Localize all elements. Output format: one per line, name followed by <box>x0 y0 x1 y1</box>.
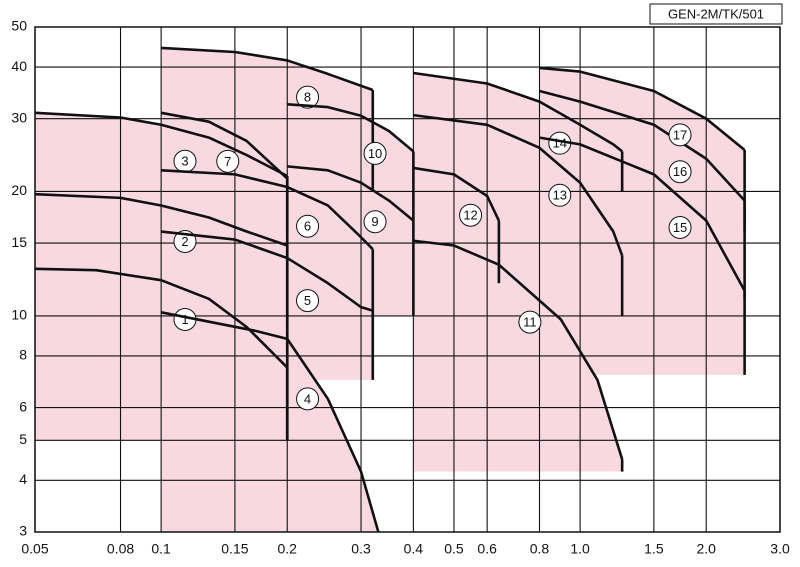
zone-label: 10 <box>368 146 382 161</box>
code-box <box>649 3 783 25</box>
y-tick-label: 40 <box>11 58 27 74</box>
x-tick-label: 0.6 <box>477 541 497 557</box>
x-tick-label: 0.8 <box>530 541 550 557</box>
zone-label-circle <box>459 203 483 227</box>
y-tick-label: 8 <box>19 347 27 363</box>
zone-curve <box>161 169 374 251</box>
zone-label: 13 <box>553 188 567 203</box>
x-tick-label: 0.5 <box>444 541 464 557</box>
zone-curve <box>287 103 415 153</box>
y-tick-label: 20 <box>11 182 27 198</box>
x-tick-label: 0.3 <box>351 541 371 557</box>
x-tick-label: 0.05 <box>21 541 48 557</box>
zone-curve <box>539 89 746 202</box>
zone-label: 4 <box>304 391 311 406</box>
zone-fill <box>539 67 745 232</box>
x-tick-label: 0.4 <box>404 541 424 557</box>
zone-label: 9 <box>371 214 378 229</box>
x-tick-label: 1.5 <box>644 541 664 557</box>
zone-label-circle <box>363 210 387 234</box>
zone-curve <box>34 111 288 178</box>
zone-curve <box>34 267 289 369</box>
y-tick-label: 15 <box>11 234 27 250</box>
zone-curve <box>160 111 289 180</box>
zone-curve <box>34 192 288 247</box>
zone-label-circle <box>668 123 692 147</box>
zone-curve <box>160 311 380 533</box>
zone-label-circle <box>363 141 387 165</box>
zone-label-circle <box>296 289 320 313</box>
zone-label: 5 <box>304 293 311 308</box>
y-tick-label: 4 <box>19 471 27 487</box>
x-tick-label: 0.2 <box>278 541 298 557</box>
zone-curve <box>287 165 415 222</box>
zone-curve <box>161 46 374 92</box>
x-tick-label: 0.1 <box>151 541 171 557</box>
x-tick-label: 1.0 <box>570 541 590 557</box>
y-tick-label: 10 <box>11 307 27 323</box>
zone-label-circle <box>668 160 692 184</box>
zone-label: 8 <box>304 90 311 105</box>
chart-code: GEN-2M/TK/501 <box>668 6 764 21</box>
zone-label: 6 <box>304 219 311 234</box>
zone-label: 15 <box>673 220 687 235</box>
zone-curve <box>413 239 624 460</box>
y-tick-label: 30 <box>11 109 27 125</box>
zone-label-circle <box>518 310 542 334</box>
y-tick-label: 50 <box>11 18 27 34</box>
zone-fill <box>287 104 414 221</box>
zone-label: 7 <box>224 154 231 169</box>
zone-curve <box>413 166 501 222</box>
zone-label: 11 <box>523 315 537 330</box>
zone-curve <box>413 71 623 153</box>
zone-curve <box>160 230 374 312</box>
zone-label-circle <box>296 387 320 411</box>
zone-label: 16 <box>673 164 687 179</box>
x-tick-label: 0.08 <box>107 541 134 557</box>
y-tick-label: 5 <box>19 431 27 447</box>
x-tick-label: 3.0 <box>770 541 790 557</box>
zone-label-circle <box>216 149 240 173</box>
zone-label: 17 <box>673 127 687 142</box>
zone-label-circle <box>296 214 320 238</box>
zone-curve <box>539 66 746 151</box>
zone-label-circle <box>548 183 572 207</box>
zone-curve <box>413 113 624 256</box>
y-tick-label: 3 <box>19 523 27 539</box>
x-tick-label: 2.0 <box>696 541 716 557</box>
zone-curve <box>539 136 746 292</box>
zone-label: 1 <box>181 312 188 327</box>
x-tick-label: 0.15 <box>221 541 248 557</box>
zone-label: 3 <box>181 154 188 169</box>
zone-label: 2 <box>181 234 188 249</box>
plot-frame <box>34 26 781 533</box>
zone-label-circle <box>668 216 692 240</box>
y-tick-label: 6 <box>19 398 27 414</box>
zone-label-circle <box>296 85 320 109</box>
zone-label: 12 <box>463 208 477 223</box>
